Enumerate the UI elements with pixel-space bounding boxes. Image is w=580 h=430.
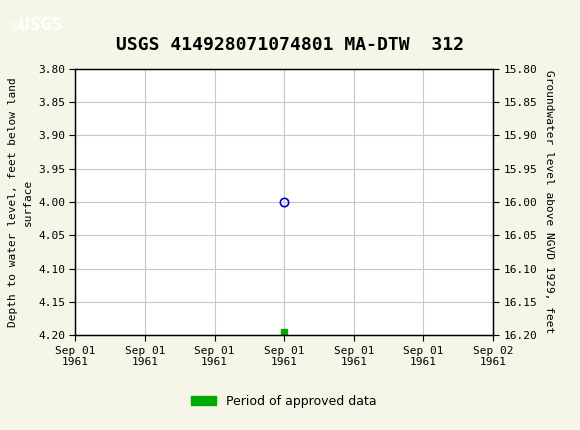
Y-axis label: Groundwater level above NGVD 1929, feet: Groundwater level above NGVD 1929, feet bbox=[544, 71, 554, 334]
Legend: Period of approved data: Period of approved data bbox=[186, 390, 382, 413]
Text: ☒USGS: ☒USGS bbox=[9, 16, 63, 34]
Text: USGS 414928071074801 MA-DTW  312: USGS 414928071074801 MA-DTW 312 bbox=[116, 36, 464, 54]
Y-axis label: Depth to water level, feet below land
surface: Depth to water level, feet below land su… bbox=[9, 77, 32, 327]
